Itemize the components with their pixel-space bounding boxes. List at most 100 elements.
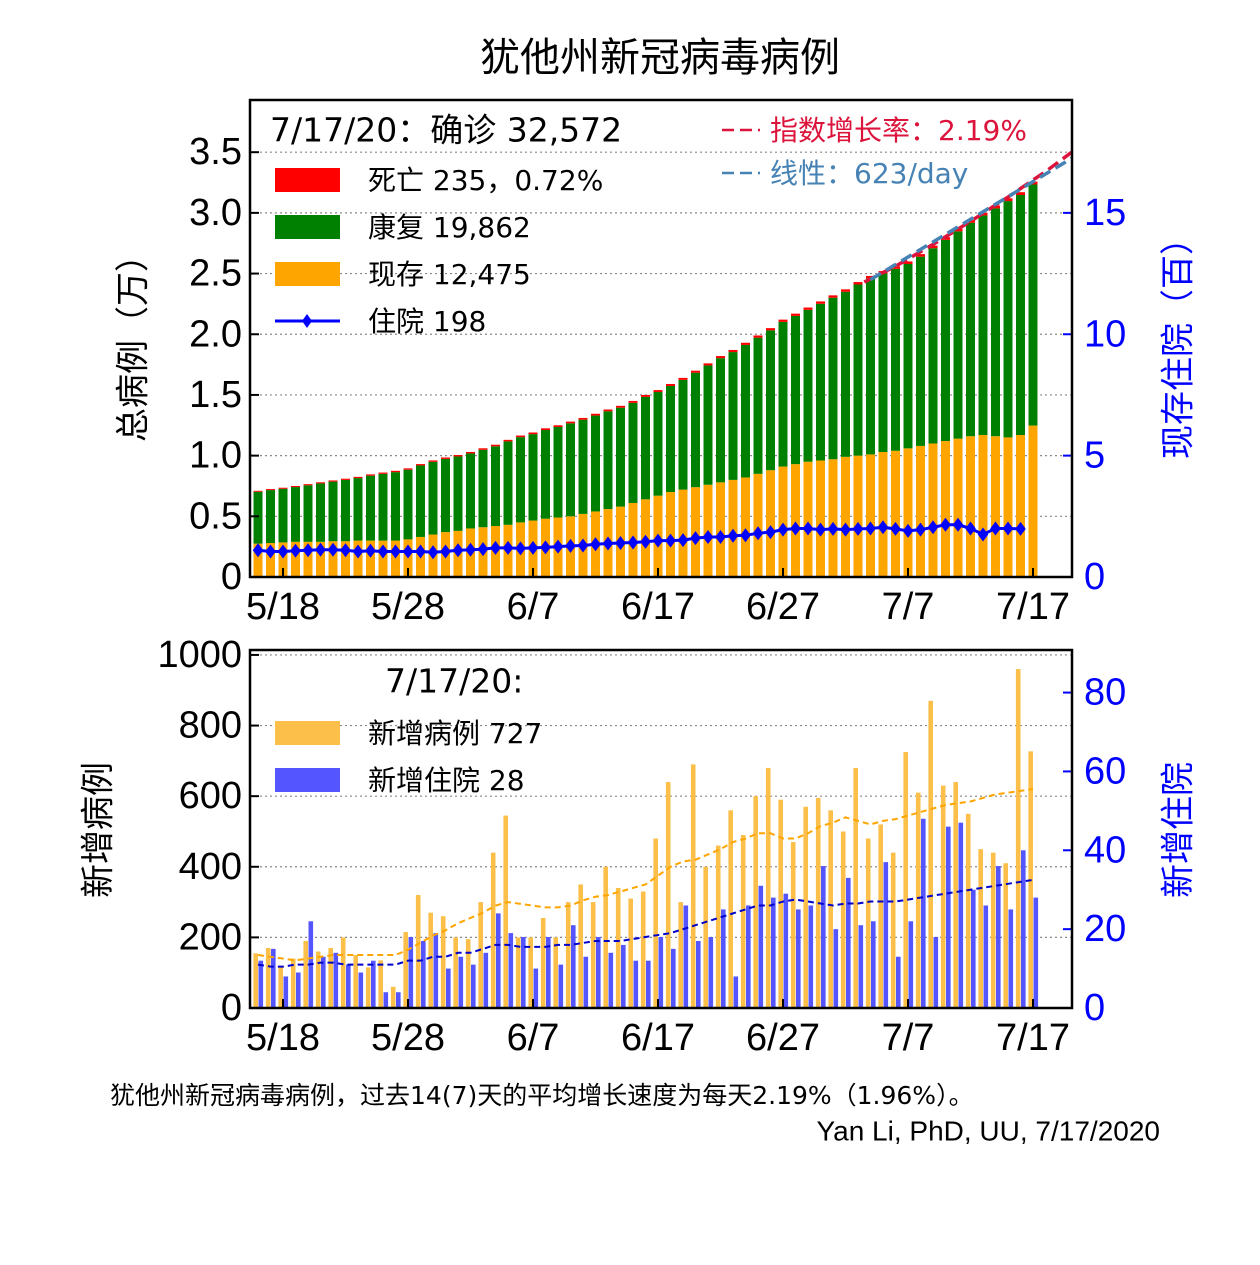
bar-segment [891, 266, 900, 269]
bar-segment [766, 330, 775, 471]
bar [678, 902, 683, 1008]
bar-segment [366, 475, 375, 541]
legend-swatch [275, 721, 340, 745]
marker [490, 540, 501, 555]
bar-segment [278, 542, 288, 577]
bar-segment [1028, 184, 1038, 426]
bar-segment [378, 472, 388, 474]
bar-segment [341, 479, 350, 542]
bar-segment [353, 476, 363, 479]
bar-segment [828, 297, 838, 460]
bar [790, 842, 796, 1008]
marker [265, 544, 276, 559]
bar-segment [266, 543, 275, 577]
bar [853, 767, 858, 1008]
bar-segment [928, 248, 938, 444]
y-tick-label: 0.5 [189, 495, 242, 537]
marker [402, 544, 414, 559]
bar-segment [1016, 192, 1025, 196]
bar-segment [403, 469, 413, 540]
bar-segment [841, 456, 850, 577]
moving-average [257, 788, 1034, 962]
bar-segment [328, 481, 338, 542]
legend-swatch [275, 168, 340, 192]
bar [1003, 863, 1008, 1008]
marker [327, 542, 339, 557]
bar [821, 866, 826, 1008]
bar [721, 909, 726, 1008]
bar [803, 806, 808, 1008]
plot-area [250, 100, 1072, 577]
marker [740, 528, 751, 543]
bar [553, 937, 558, 1008]
bar-segment [266, 490, 275, 544]
bar [590, 902, 596, 1008]
bar [340, 937, 346, 1008]
moving-average [257, 878, 1034, 968]
bar-segment [878, 451, 888, 577]
bar-segment [766, 328, 775, 331]
marker [790, 521, 801, 536]
y-tick-label: 0 [221, 556, 242, 598]
bar-segment [303, 484, 313, 486]
bar-segment [816, 301, 825, 304]
bar [671, 948, 676, 1008]
bar [371, 960, 376, 1008]
y2-tick-label: 0 [1084, 987, 1105, 1029]
bar-segment [453, 456, 463, 531]
bar-segment [541, 428, 550, 431]
bar [640, 891, 646, 1008]
bar-segment [528, 432, 538, 435]
bar-segment [778, 466, 788, 577]
bar-segment [278, 488, 288, 543]
bar-segment [728, 349, 738, 353]
bar-segment [253, 490, 263, 492]
bar-segment [516, 437, 525, 523]
bar-segment [428, 461, 438, 535]
bar-segment [878, 273, 888, 452]
bar [953, 782, 958, 1008]
bar-segment [803, 461, 813, 577]
x-tick-label: 7/7 [882, 1017, 935, 1059]
marker [415, 544, 426, 559]
marker [565, 538, 576, 553]
bar [283, 976, 289, 1008]
y-tick-label: 1000 [157, 634, 242, 676]
y2-tick-label: 10 [1084, 313, 1126, 355]
bar-segment [391, 470, 400, 473]
bar-segment [803, 307, 813, 310]
bar-segment [716, 482, 725, 577]
x-tick-label: 7/17 [996, 1017, 1070, 1059]
bar-segment [441, 458, 450, 533]
marker [665, 533, 676, 548]
bar [540, 917, 546, 1008]
bar [990, 852, 996, 1008]
bar-segment [716, 356, 725, 359]
marker [815, 522, 826, 537]
x-tick-label: 6/27 [746, 586, 820, 628]
bar-segment [478, 449, 488, 528]
bar-segment [753, 473, 763, 577]
bar [928, 700, 933, 1008]
y2-axis-label: 新增住院 [1159, 762, 1199, 898]
bar [746, 905, 751, 1008]
bar-segment [616, 407, 625, 507]
legend-title: 7/17/20: [385, 662, 523, 701]
bar [1015, 669, 1021, 1008]
bar [403, 932, 408, 1008]
legend-label: 死亡 235，0.72% [368, 164, 603, 197]
legend-swatch [275, 768, 340, 792]
bar-segment [503, 441, 513, 525]
bar [290, 958, 296, 1008]
bar [940, 785, 946, 1008]
marker [340, 543, 351, 558]
legend-label: 住院 198 [368, 305, 486, 338]
bar-segment [553, 426, 563, 518]
bar [253, 953, 258, 1008]
bar-segment [691, 370, 700, 373]
bar [978, 849, 983, 1008]
bar-segment [1003, 437, 1013, 577]
y-tick-label: 0 [221, 987, 242, 1029]
bar [621, 944, 626, 1008]
x-tick-label: 6/17 [621, 586, 695, 628]
